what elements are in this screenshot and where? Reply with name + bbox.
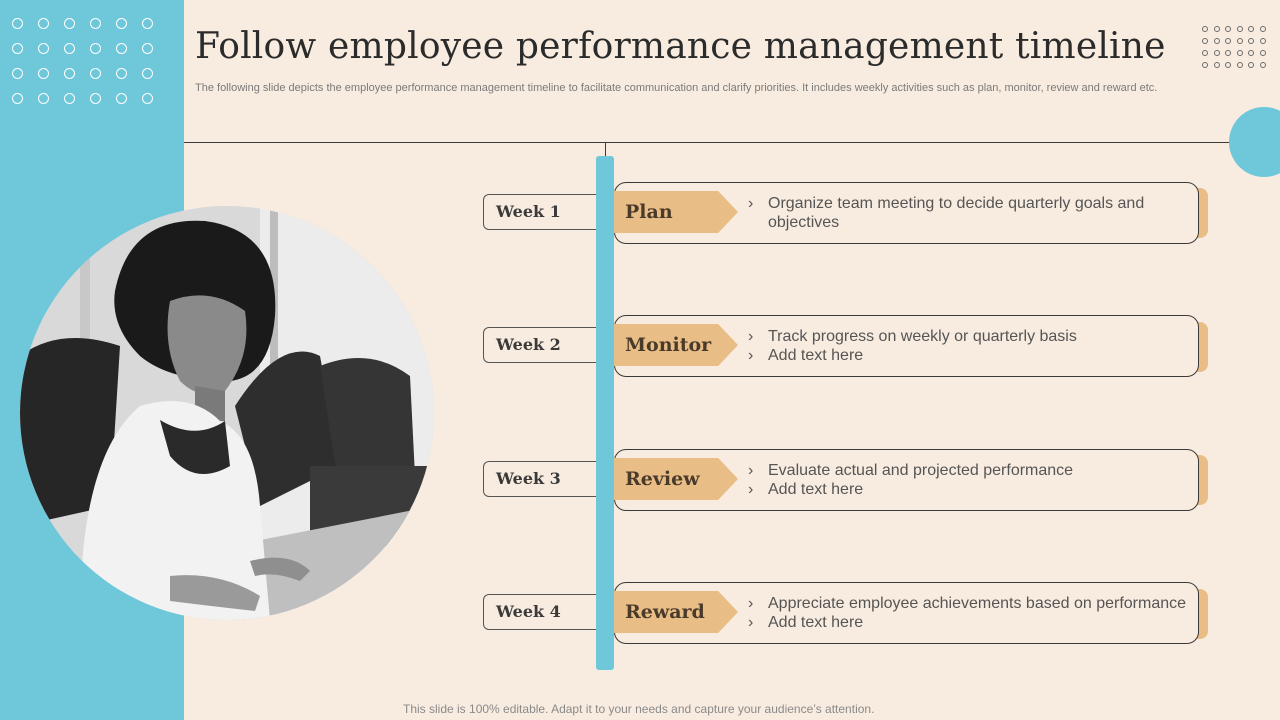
card-bullets: › Organize team meeting to decide quarter… xyxy=(748,194,1188,232)
decorative-dot xyxy=(90,93,101,104)
decorative-dot xyxy=(1202,50,1208,56)
decorative-dot xyxy=(64,18,75,29)
decorative-dot xyxy=(1213,62,1220,68)
decorative-dot xyxy=(1236,62,1243,68)
bullet-text: Add text here xyxy=(768,481,864,498)
timeline-connector xyxy=(605,142,606,156)
bullet-text: Evaluate actual and projected performanc… xyxy=(768,462,1074,479)
decorative-dot xyxy=(64,68,75,79)
decorative-dot xyxy=(1202,26,1208,32)
decorative-dot xyxy=(38,43,49,54)
bullet-text: Add text here xyxy=(768,347,864,364)
chevron-right-icon: › xyxy=(748,195,754,212)
decorative-dot xyxy=(1248,62,1254,68)
card-bullets: › Appreciate employee achievements based … xyxy=(748,594,1188,632)
decorative-dot xyxy=(1213,38,1220,44)
chevron-right-icon: › xyxy=(748,462,754,479)
phase-tag-plan: Plan xyxy=(614,191,738,233)
decorative-dot xyxy=(12,93,23,104)
decorative-dot xyxy=(1259,38,1266,44)
decorative-dot xyxy=(1225,38,1231,44)
footer-note: This slide is 100% editable. Adapt it to… xyxy=(403,702,875,716)
decorative-dot xyxy=(1259,62,1266,68)
decorative-dot xyxy=(12,68,23,79)
decorative-dot xyxy=(1225,62,1231,68)
decorative-dot xyxy=(142,18,153,29)
decorative-dot xyxy=(1236,26,1243,32)
chevron-right-icon: › xyxy=(748,328,754,345)
decorative-dot xyxy=(1248,38,1254,44)
decorative-circle xyxy=(1229,107,1280,177)
bullet-item: › Evaluate actual and projected performan… xyxy=(748,461,1188,480)
decorative-dot xyxy=(1259,26,1266,32)
bullet-text: Add text here xyxy=(768,614,864,631)
phase-tag-monitor: Monitor xyxy=(614,324,738,366)
header-divider xyxy=(184,142,1232,143)
decorative-dot xyxy=(1213,50,1220,56)
bullet-item: › Add text here xyxy=(748,480,1188,499)
decorative-dot xyxy=(142,93,153,104)
page-subtitle: The following slide depicts the employee… xyxy=(195,82,1158,94)
chevron-right-icon: › xyxy=(748,481,754,498)
bullet-text: Organize team meeting to decide quarterl… xyxy=(768,195,1145,231)
decorative-dot xyxy=(38,93,49,104)
bullet-text: Appreciate employee achievements based o… xyxy=(768,595,1187,612)
decorative-dot xyxy=(12,18,23,29)
decorative-dot xyxy=(1248,50,1254,56)
decorative-dot xyxy=(116,43,127,54)
decorative-dot xyxy=(1248,26,1254,32)
phase-tag-review: Review xyxy=(614,458,738,500)
bullet-item: › Organize team meeting to decide quarter… xyxy=(748,194,1188,232)
chevron-right-icon: › xyxy=(748,614,754,631)
decorative-dot xyxy=(1236,50,1243,56)
phase-tag-reward: Reward xyxy=(614,591,738,633)
person-at-desk-photo xyxy=(20,206,434,620)
week-label: Week 3 xyxy=(483,461,596,497)
decorative-dot xyxy=(12,43,23,54)
page-title: Follow employee performance management t… xyxy=(195,26,1166,67)
decorative-dot xyxy=(64,93,75,104)
card-bullets: › Evaluate actual and projected performan… xyxy=(748,461,1188,499)
decorative-dot xyxy=(1213,26,1220,32)
decorative-dot xyxy=(1202,38,1208,44)
decorative-dot xyxy=(1225,50,1231,56)
chevron-right-icon: › xyxy=(748,595,754,612)
bullet-item: › Appreciate employee achievements based … xyxy=(748,594,1188,613)
decorative-dot xyxy=(142,43,153,54)
week-label: Week 4 xyxy=(483,594,596,630)
decorative-dot xyxy=(1202,62,1208,68)
decorative-dot xyxy=(116,18,127,29)
decorative-dot xyxy=(142,68,153,79)
chevron-right-icon: › xyxy=(748,347,754,364)
week-label: Week 2 xyxy=(483,327,596,363)
decorative-dot xyxy=(90,18,101,29)
decorative-dot xyxy=(116,68,127,79)
decorative-dot xyxy=(1225,26,1231,32)
card-bullets: › Track progress on weekly or quarterly b… xyxy=(748,327,1188,365)
decorative-dot xyxy=(1236,38,1243,44)
decorative-dot xyxy=(38,68,49,79)
bullet-item: › Add text here xyxy=(748,613,1188,632)
week-label: Week 1 xyxy=(483,194,596,230)
decorative-dot xyxy=(116,93,127,104)
timeline-bar xyxy=(596,156,614,670)
decorative-dot xyxy=(90,68,101,79)
bullet-item: › Track progress on weekly or quarterly b… xyxy=(748,327,1188,346)
decorative-dot xyxy=(64,43,75,54)
decorative-dot xyxy=(1259,50,1266,56)
bullet-item: › Add text here xyxy=(748,346,1188,365)
bullet-text: Track progress on weekly or quarterly ba… xyxy=(768,328,1077,345)
decorative-dot xyxy=(90,43,101,54)
decorative-dot xyxy=(38,18,49,29)
